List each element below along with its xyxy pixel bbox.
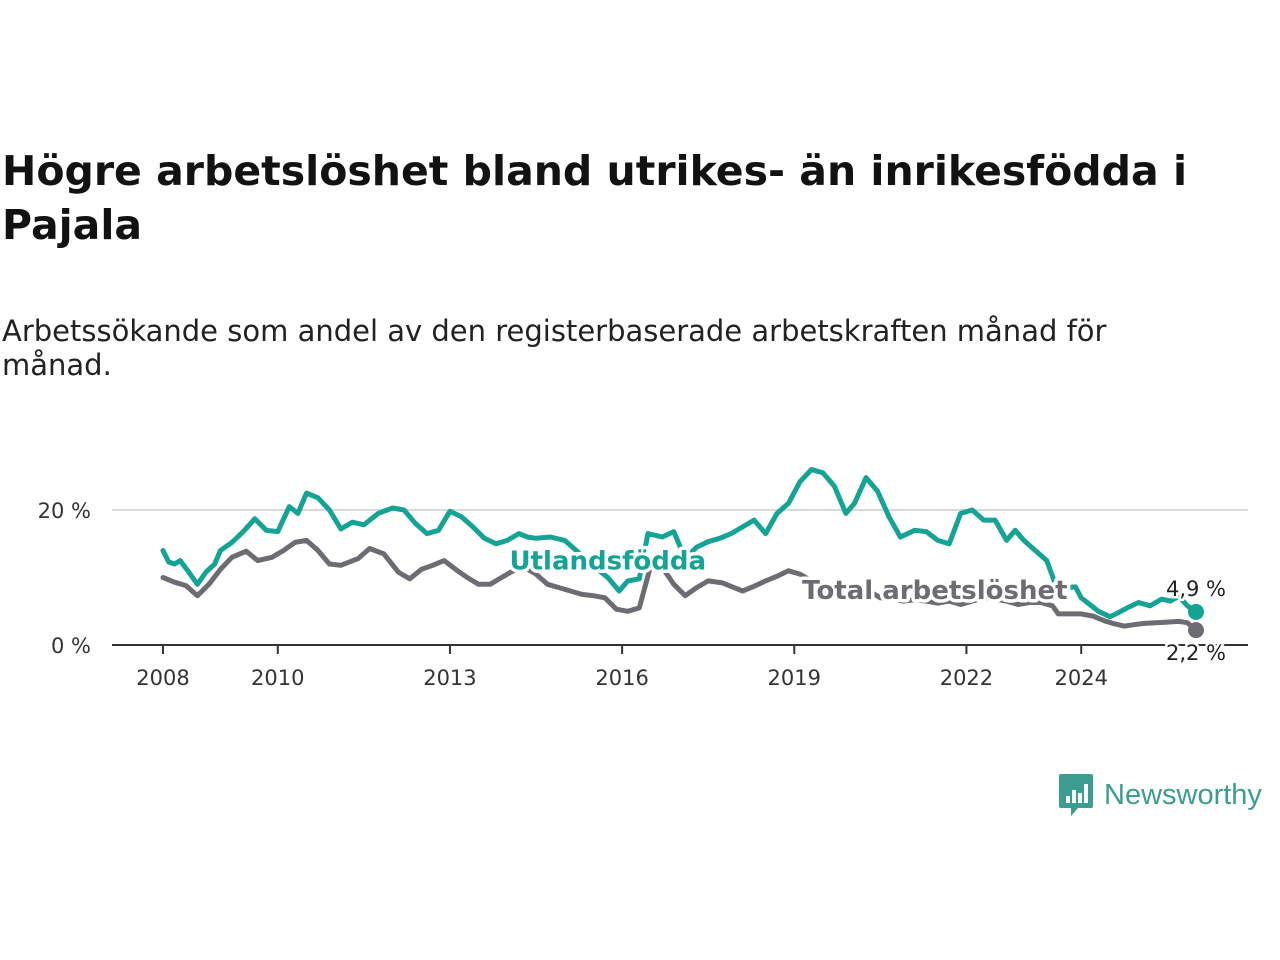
series-line-total: [160, 537, 1199, 633]
brand-name: Newsworthy: [1104, 778, 1262, 811]
y-tick-label: 20 %: [38, 499, 91, 523]
axis-layer: 0 % 20 % 2008 2010 2013 2016 2019 2022 2024: [38, 499, 1248, 690]
series-end-value-label: 4,9 %: [1166, 577, 1226, 601]
series-end-marker: [1188, 622, 1204, 639]
series-line-utlandsfodda: [160, 467, 1199, 620]
series-name-label: Total arbetslöshet: [802, 576, 1067, 606]
x-tick-label: 2019: [768, 666, 821, 690]
series-layer: [160, 467, 1204, 639]
x-tick-label: 2016: [595, 666, 648, 690]
bar-chart-speech-bubble-icon: [1059, 774, 1093, 816]
x-tick-label: 2024: [1054, 666, 1107, 690]
series-end-marker: [1188, 603, 1204, 620]
x-tick-label: 2013: [423, 666, 476, 690]
series-end-value-label: 2,2 %: [1166, 641, 1226, 665]
label-layer: Utlandsfödda Total arbetslöshet 4,9 % 2,2 %: [506, 543, 1229, 668]
series-name-label: Utlandsfödda: [509, 546, 706, 576]
x-tick-label: 2022: [940, 666, 993, 690]
brand-logo: Newsworthy: [1058, 772, 1262, 818]
chart-title: Högre arbetslöshet bland utrikes- än inr…: [2, 147, 1187, 249]
line-chart: 0 % 20 % 2008 2010 2013 2016 2019 2022 2024 Utla…: [38, 467, 1248, 690]
y-tick-label: 0 %: [51, 634, 91, 658]
chart-subtitle: Arbetssökande som andel av den registerb…: [2, 314, 1107, 382]
x-tick-label: 2010: [251, 666, 304, 690]
x-tick-label: 2008: [136, 666, 189, 690]
